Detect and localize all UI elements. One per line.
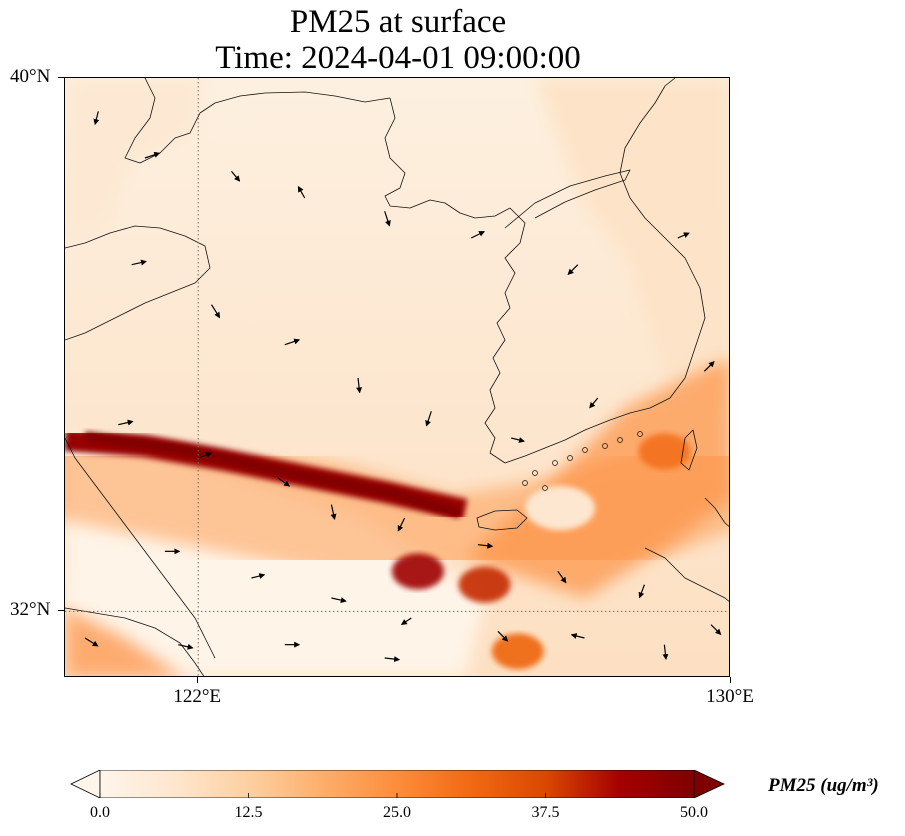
- wind-arrow-16: [118, 419, 134, 426]
- gridlines: [65, 78, 729, 676]
- plot-title-time: Time: 2024-04-01 09:00:00: [215, 40, 581, 76]
- wind-arrow-27: [400, 617, 412, 625]
- wind-arrow-7: [677, 232, 690, 239]
- lat-tick-40: 40°N: [10, 66, 51, 87]
- wind-arrow-28: [497, 630, 509, 642]
- colorbar-title: PM25 (ug/m³): [768, 775, 879, 796]
- colorbar-tick-label-0: 0.0: [90, 804, 110, 821]
- wind-arrow-15: [703, 361, 715, 372]
- wind-arrow-12: [425, 411, 432, 427]
- wind-arrow-17: [197, 452, 212, 459]
- pollution-core-max: [84, 431, 462, 519]
- lat-tick-mark-40: [58, 77, 64, 78]
- colorbar-tick-label-3: 37.5: [531, 804, 560, 821]
- plume-spot-1: [458, 566, 511, 603]
- plume-spot-0: [391, 553, 444, 590]
- lon-tick-122: 122°E: [173, 686, 222, 707]
- kyushu-fragment: [644, 547, 729, 602]
- wind-arrow-30: [662, 644, 669, 661]
- tsushima: [680, 429, 698, 471]
- plume-spot-2: [491, 633, 544, 670]
- coastlines: [65, 78, 729, 676]
- wind-arrow-23: [638, 584, 645, 599]
- korea-plume: [465, 358, 729, 598]
- jeju-island: [476, 509, 528, 531]
- wind-arrow-25: [251, 573, 266, 579]
- island-8: [542, 485, 548, 491]
- wind-arrow-19: [330, 504, 337, 521]
- wind-arrow-1: [144, 151, 161, 159]
- wind-arrow-32: [178, 643, 194, 650]
- lon-tick-mark-130: [730, 677, 731, 683]
- island-0: [532, 470, 538, 476]
- yalu-river: [504, 169, 631, 229]
- colorbar-max-extension: [693, 770, 725, 798]
- map-panel[interactable]: [64, 77, 730, 677]
- east-korea-coast: [619, 78, 706, 379]
- yangtze-mouth: [65, 607, 205, 676]
- wind-arrow-18: [277, 477, 291, 487]
- north-land-tint: [65, 78, 205, 238]
- lat-tick-32: 32°N: [10, 599, 51, 621]
- island-5: [617, 437, 623, 443]
- wind-arrow-20: [397, 517, 406, 532]
- jiangsu-coast: [65, 437, 216, 659]
- island-2: [567, 455, 573, 461]
- colorbar-tick-label-4: 50.0: [680, 804, 708, 821]
- colorbar-tick-label-2: 25.0: [383, 804, 411, 821]
- wind-arrow-13: [511, 437, 525, 443]
- wind-arrow-10: [284, 338, 301, 346]
- wind-arrow-4: [384, 211, 391, 227]
- east-coast-islands: [704, 497, 729, 527]
- lon-tick-130: 130°E: [706, 686, 754, 707]
- korea-land-tint: [535, 78, 729, 408]
- island-6: [637, 431, 643, 437]
- lon-tick-mark-122: [197, 677, 199, 683]
- colorbar-tick-label-1: 12.5: [234, 804, 263, 821]
- plot-title-variable: PM25 at surface: [289, 4, 507, 40]
- wind-arrow-8: [131, 259, 147, 266]
- wind-arrow-2: [231, 170, 241, 182]
- wind-arrow-26: [331, 597, 347, 604]
- south-korea-coast: [504, 377, 686, 464]
- wind-arrow-29: [570, 633, 585, 639]
- southwest-plume: [65, 608, 182, 676]
- map-canvas: [65, 78, 729, 676]
- wind-arrow-34: [384, 656, 401, 663]
- liaodong-peninsula: [384, 97, 511, 219]
- island-3: [582, 447, 588, 453]
- island-7: [522, 480, 528, 486]
- china-north-coast: [124, 78, 391, 164]
- wind-arrow-14: [589, 397, 599, 409]
- wind-arrow-0: [93, 111, 100, 126]
- clean-patch: [525, 486, 595, 530]
- wind-vectors: [84, 111, 722, 663]
- wind-arrow-11: [356, 377, 363, 394]
- shandong-coast: [65, 225, 211, 341]
- wind-arrow-22: [557, 570, 567, 584]
- west-korea-coast: [484, 207, 526, 464]
- wind-arrow-9: [211, 304, 221, 319]
- wind-arrow-31: [84, 637, 99, 647]
- lat-tick-mark-32: [58, 610, 64, 612]
- wind-arrow-6: [567, 264, 579, 275]
- wind-arrow-35: [710, 624, 722, 635]
- colorbar: [70, 770, 725, 798]
- wind-arrow-3: [297, 185, 306, 199]
- colorbar-min-extension: [70, 770, 101, 798]
- wind-arrow-5: [470, 231, 485, 239]
- pm25-field: [65, 78, 729, 676]
- plume-spot-3: [638, 433, 691, 470]
- island-4: [602, 443, 608, 449]
- island-1: [552, 460, 558, 466]
- wind-arrow-21: [477, 542, 494, 549]
